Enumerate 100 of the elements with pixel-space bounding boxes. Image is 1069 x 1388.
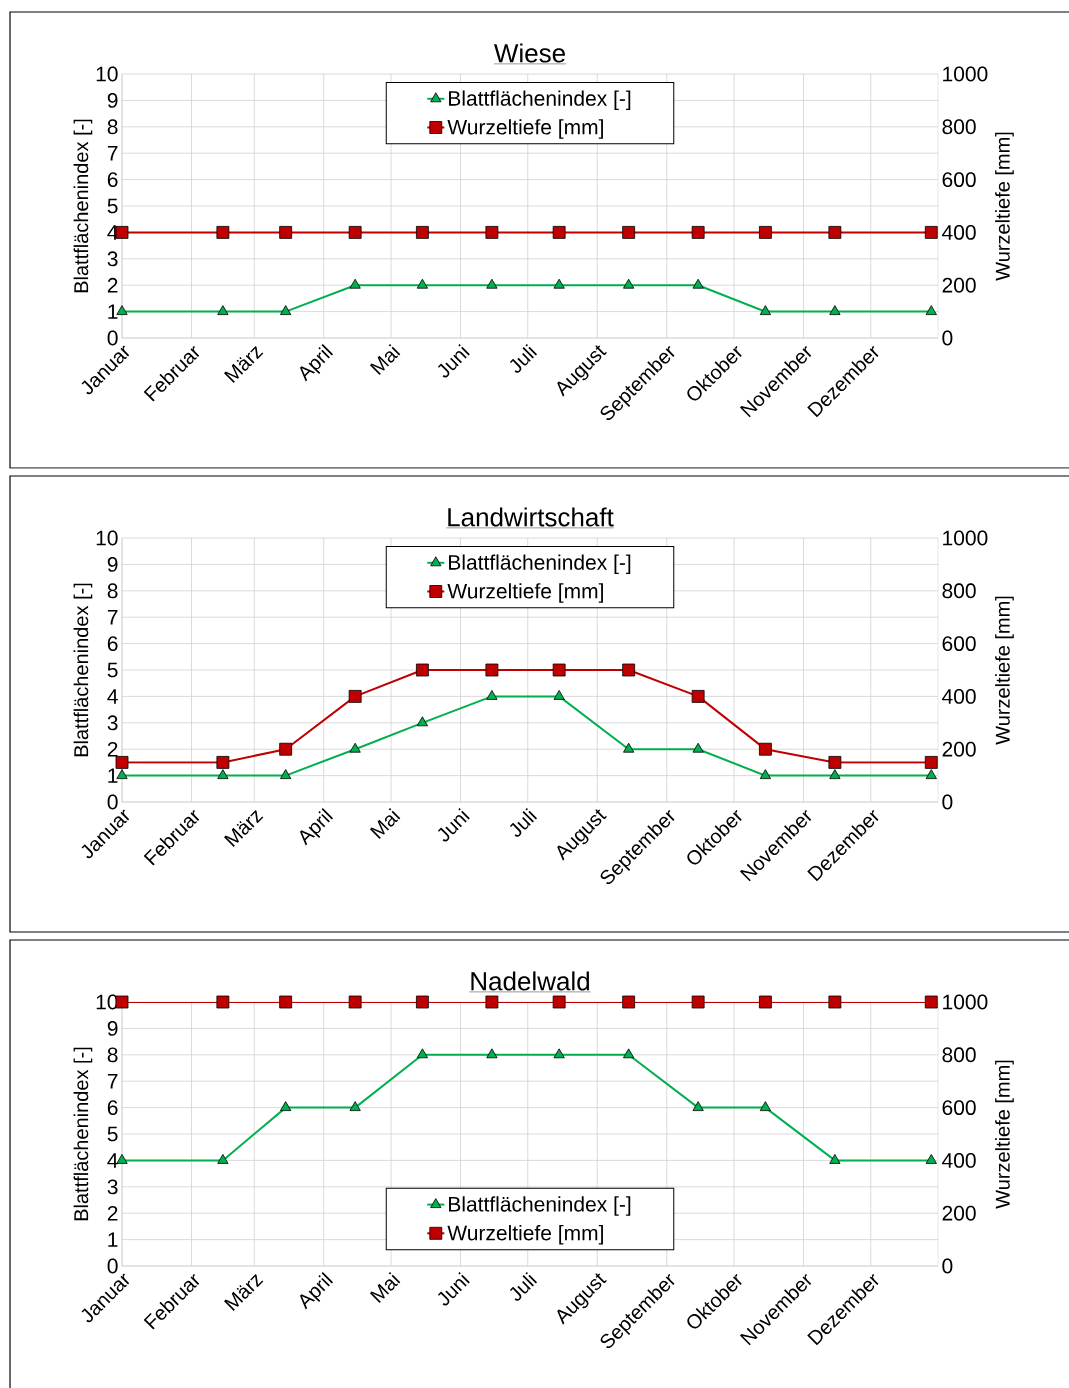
point [217,769,229,780]
legend-label: Blattflächenindex [-] [449,1196,631,1216]
point [925,1154,937,1164]
y2-tick-label: 800 [942,1047,976,1063]
y2-axis-title: Wurzeltiefe [mm] [995,132,1014,281]
point [691,690,705,703]
y-tick-label: 5 [107,662,118,678]
y-tick-label: 1 [108,768,118,783]
y-tick-label: 1 [108,1232,118,1247]
legend-label: Wurzeltiefe [mm] [447,1224,603,1245]
y2-axis-title: Wurzeltiefe [mm] [995,596,1014,745]
y-tick-label: 9 [107,556,118,572]
y-tick-label: 6 [107,172,118,188]
legend-label: Wurzeltiefe [mm] [447,583,603,603]
point [924,756,938,769]
y2-tick-label: 200 [942,277,976,293]
x-tick-label: Juni [437,343,470,378]
y-tick-label: 9 [107,1020,118,1036]
point [416,716,428,727]
y2-tick-label: 0 [942,330,953,346]
y-tick-label: 5 [107,1126,118,1142]
y-tick-label: 8 [107,1047,118,1063]
y-tick-label: 10 [96,66,118,82]
point [623,1048,635,1059]
point [925,769,937,780]
y-tick-label: 8 [107,119,118,135]
y2-tick-label: 200 [942,741,976,757]
y-tick-label: 5 [107,198,118,214]
point [623,742,635,753]
y-axis-title: Blattflächenindex [-] [73,583,93,757]
y-axis-title: Blattflächenindex [-] [73,1047,93,1221]
y-tick-label: 2 [107,1205,118,1221]
y2-tick-label: 400 [942,688,976,704]
point [622,663,636,677]
point [485,663,499,677]
point [216,756,230,769]
y-tick-label: 9 [107,92,118,108]
point [692,1101,704,1112]
y2-tick-label: 800 [942,583,976,599]
point [416,663,429,677]
y-tick-label: 4 [107,689,118,704]
x-tick-label: Juni [437,1271,470,1306]
y-tick-label: 1 [108,304,118,319]
y-tick-label: 8 [107,583,118,599]
y2-tick-label: 0 [942,794,953,810]
point [115,756,129,769]
y2-tick-label: 1000 [943,66,988,82]
y-tick-label: 6 [107,1100,118,1116]
y2-tick-label: 600 [942,1100,976,1116]
y2-tick-label: 1000 [943,994,988,1010]
y-tick-label: 4 [107,1153,118,1168]
y-tick-label: 7 [107,145,118,161]
point [280,769,292,780]
y-tick-label: 10 [96,530,118,546]
point [349,742,361,753]
point [552,663,566,677]
point [349,1101,361,1112]
y2-tick-label: 800 [942,119,976,135]
y-tick-label: 2 [107,741,118,757]
point [279,742,293,756]
x-tick-label: Mai [369,807,401,839]
x-tick-label: Mai [369,1271,401,1303]
x-tick-label: Juni [437,807,470,842]
point [828,756,842,769]
y-tick-label: 3 [107,251,118,267]
point [829,769,841,780]
point [553,690,565,700]
y-tick-label: 6 [107,636,118,652]
chart-title: Wiese [494,43,565,63]
y-tick-label: 3 [107,715,118,731]
y-tick-label: 7 [107,1073,118,1089]
point [759,769,771,780]
y2-tick-label: 1000 [943,530,988,546]
chart-title: Nadelwald [471,971,589,991]
point [217,1154,229,1164]
y-tick-label: 0 [107,794,118,810]
point [486,1048,498,1059]
x-tick-label: Juli [509,1271,538,1301]
point [416,1048,428,1059]
chart-title: Landwirtschaft [448,507,614,527]
y-axis-title: Blattflächenindex [-] [73,119,93,293]
legend-label: Wurzeltiefe [mm] [447,119,603,139]
y2-axis-title: Wurzeltiefe [mm] [995,1060,1014,1209]
point [759,1101,771,1112]
y2-tick-label: 400 [942,224,976,240]
y-tick-label: 4 [107,225,118,240]
y-tick-label: 2 [107,277,118,293]
y2-tick-label: 600 [942,636,976,652]
x-tick-label: Mai [369,343,401,375]
point [486,690,498,700]
x-tick-label: Juli [509,343,538,373]
point [348,690,362,703]
y-tick-label: 0 [107,1258,118,1274]
point [829,1154,841,1164]
y2-tick-label: 600 [942,172,976,188]
y2-tick-label: 0 [942,1258,953,1274]
legend-label: Blattflächenindex [-] [449,90,631,110]
y2-tick-label: 200 [942,1205,976,1221]
y-tick-label: 3 [107,1179,118,1195]
y-tick-label: 0 [107,330,118,346]
